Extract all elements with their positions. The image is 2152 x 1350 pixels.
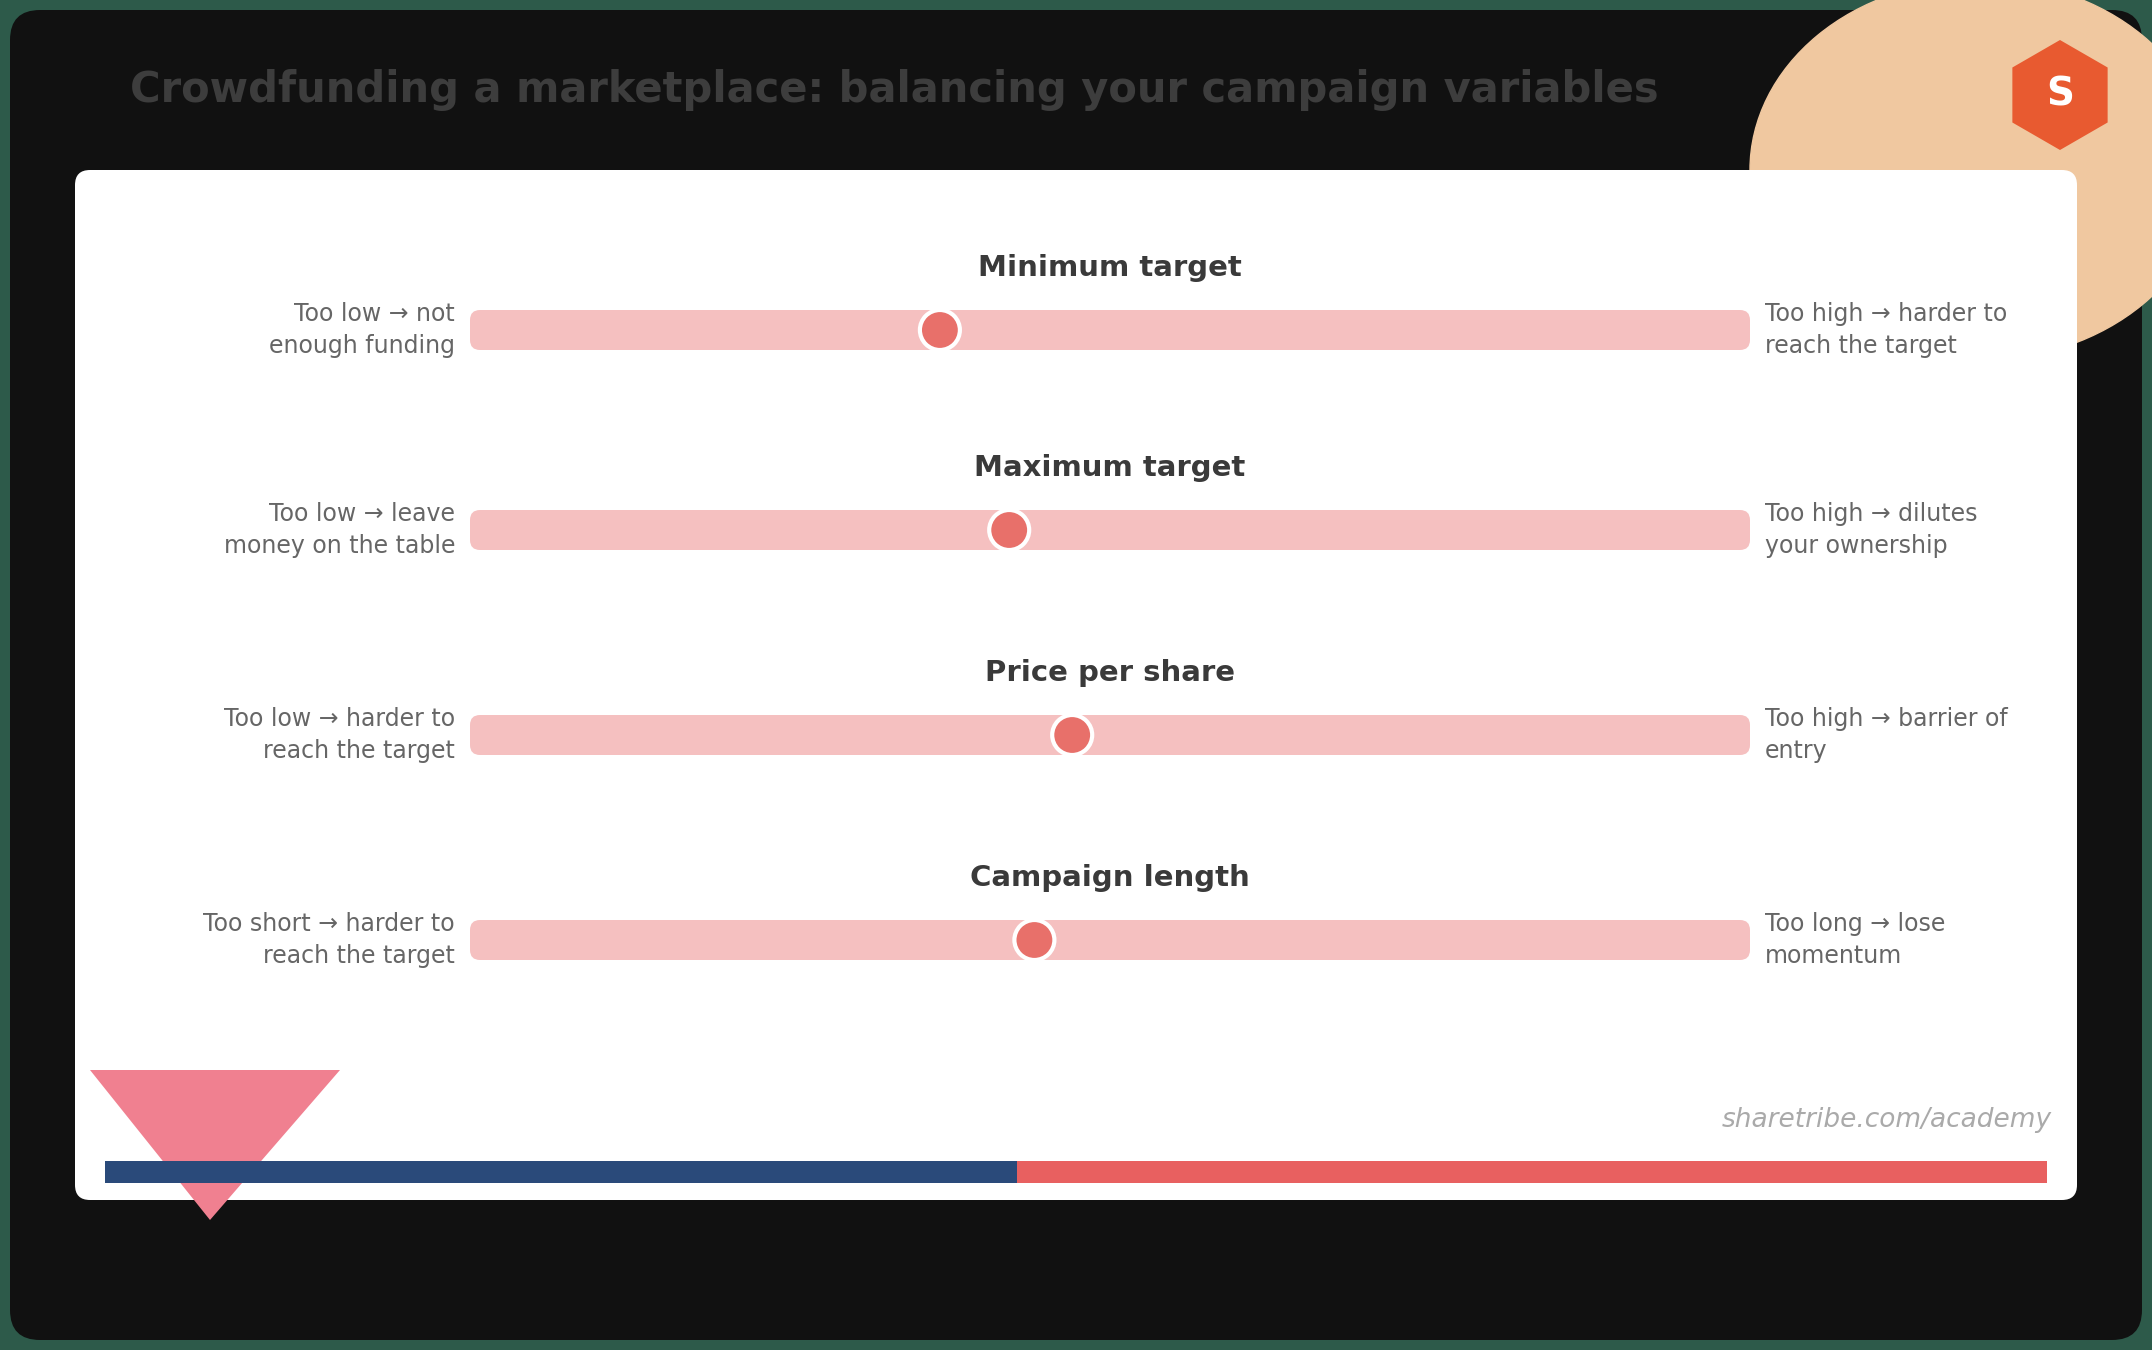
Text: sharetribe.com/academy: sharetribe.com/academy: [1722, 1107, 2053, 1133]
Text: Too long → lose
momentum: Too long → lose momentum: [1765, 913, 1945, 968]
FancyBboxPatch shape: [469, 919, 1750, 960]
Text: Too high → harder to
reach the target: Too high → harder to reach the target: [1765, 302, 2008, 358]
Text: Too short → harder to
reach the target: Too short → harder to reach the target: [204, 913, 454, 968]
Text: Too low → leave
money on the table: Too low → leave money on the table: [224, 502, 454, 558]
Bar: [1018, 1161, 2047, 1183]
FancyBboxPatch shape: [11, 9, 2141, 1341]
Bar: [105, 1161, 1018, 1183]
FancyBboxPatch shape: [469, 716, 1750, 755]
Circle shape: [1052, 716, 1093, 755]
Circle shape: [919, 310, 960, 350]
Text: Too high → barrier of
entry: Too high → barrier of entry: [1765, 707, 2008, 763]
Text: Crowdfunding a marketplace: balancing your campaign variables: Crowdfunding a marketplace: balancing yo…: [129, 69, 1659, 111]
Text: Too high → dilutes
your ownership: Too high → dilutes your ownership: [1765, 502, 1978, 558]
Text: Price per share: Price per share: [986, 659, 1235, 687]
Text: Minimum target: Minimum target: [979, 254, 1242, 282]
Polygon shape: [90, 1071, 340, 1220]
Ellipse shape: [1750, 0, 2152, 360]
FancyBboxPatch shape: [469, 310, 1750, 350]
Text: Too low → harder to
reach the target: Too low → harder to reach the target: [224, 707, 454, 763]
FancyBboxPatch shape: [75, 170, 2077, 1200]
Circle shape: [1014, 919, 1054, 960]
FancyBboxPatch shape: [469, 510, 1750, 549]
Polygon shape: [2012, 40, 2107, 150]
Circle shape: [990, 510, 1029, 549]
Text: Maximum target: Maximum target: [975, 454, 1246, 482]
Text: Campaign length: Campaign length: [971, 864, 1250, 892]
Text: S: S: [2047, 76, 2075, 113]
Text: Too low → not
enough funding: Too low → not enough funding: [269, 302, 454, 358]
